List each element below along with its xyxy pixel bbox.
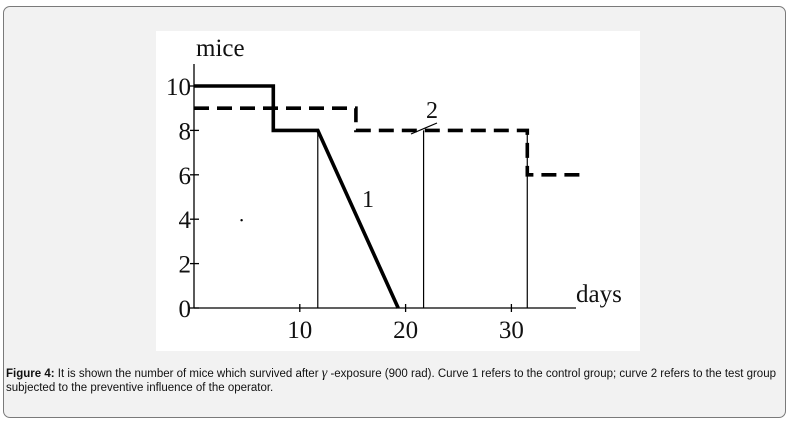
curve-2-label: 2 [426, 98, 438, 124]
caption-text-after: -exposure (900 rad). Curve 1 refers to t… [6, 368, 776, 394]
x-tick-label-10: 10 [287, 317, 312, 344]
y-tick-label-0: 0 [179, 296, 192, 323]
stray-point [240, 219, 243, 222]
curve-2-leader-line [410, 122, 438, 135]
x-axis-title: days [576, 281, 622, 308]
figure-caption: Figure 4: It is shown the number of mice… [6, 367, 782, 395]
x-tick-label-20: 20 [393, 317, 418, 344]
gamma-symbol: γ [321, 366, 328, 381]
y-tick-label-8: 8 [179, 118, 192, 145]
chart-plot-area: 0 2 4 6 8 10 10 20 30 mice days 1 2 [156, 31, 640, 351]
y-tick-label-4: 4 [179, 207, 192, 234]
caption-label: Figure 4: [6, 368, 55, 380]
series-1-line [194, 84, 400, 309]
y-tick-label-10: 10 [166, 74, 191, 101]
y-tick-label-6: 6 [179, 163, 192, 190]
figure-frame: 0 2 4 6 8 10 10 20 30 mice days 1 2 Figure 4: It is … [3, 6, 786, 418]
curve-1-label: 1 [362, 187, 374, 213]
mice-survival-chart: 0 2 4 6 8 10 10 20 30 mice days 1 2 [166, 35, 622, 344]
caption-text-before: It is shown the number of mice which sur… [54, 368, 322, 380]
x-tick-label-30: 30 [499, 317, 524, 344]
y-axis-title: mice [196, 35, 245, 62]
y-tick-label-2: 2 [179, 252, 192, 279]
